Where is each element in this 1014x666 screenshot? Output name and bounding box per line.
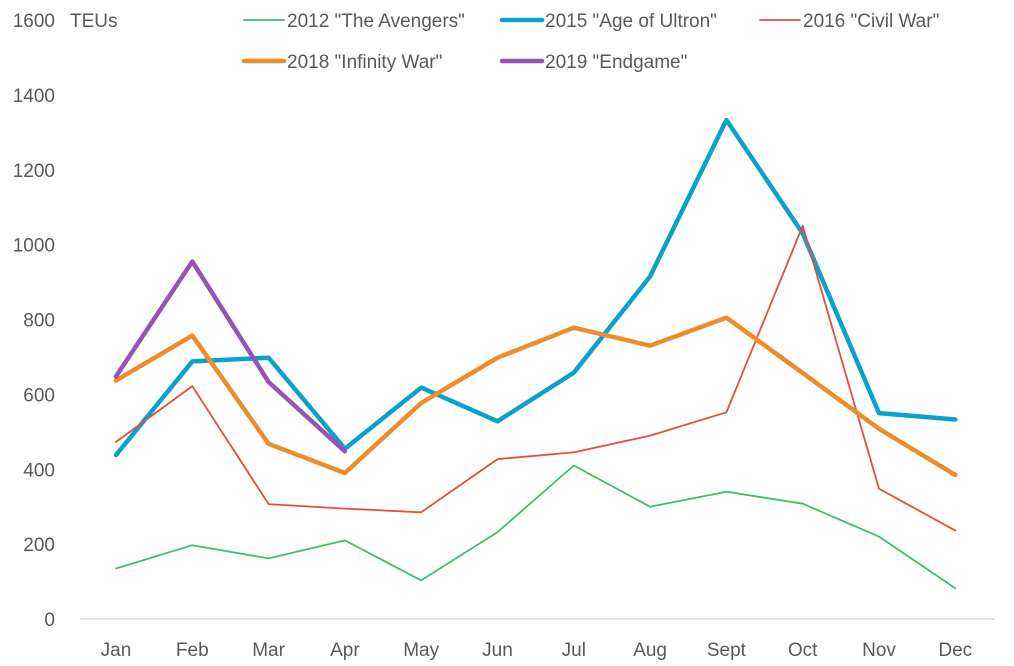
y-tick-label: 0 [44,610,55,631]
x-tick-label: Feb [176,640,209,661]
x-tick-label: Aug [633,640,667,661]
legend-label: 2016 "Civil War" [803,11,939,32]
y-axis-ticks: 0 200 400 600 800 1000 1200 1400 1600 [13,11,55,631]
x-tick-label: Mar [252,640,285,661]
x-tick-label: Dec [938,640,972,661]
x-tick-label: Oct [788,640,818,661]
x-tick-label: Sept [707,640,747,661]
y-axis-unit-label: TEUs [70,11,118,32]
y-tick-label: 200 [23,535,55,556]
y-tick-label: 600 [23,385,55,406]
legend-label: 2018 "Infinity War" [287,52,442,73]
series-line-3 [113,315,958,478]
series-line-4 [113,259,348,454]
x-tick-label: Jun [482,640,513,661]
legend-label: 2015 "Age of Ultron" [545,11,717,32]
x-tick-label: May [403,640,439,661]
y-tick-label: 800 [23,311,55,332]
series-line-0 [115,464,957,590]
y-tick-label: 1000 [13,236,55,257]
series-line-2 [115,224,957,532]
y-tick-label: 1600 [13,11,55,32]
x-tick-label: Jul [562,640,586,661]
x-axis-ticks: Jan Feb Mar Apr May Jun Jul Aug Sept Oct Nov Dec [101,640,973,661]
y-tick-label: 400 [23,460,55,481]
legend-label: 2012 "The Avengers" [287,11,465,32]
legend-label: 2019 "Endgame" [545,52,687,73]
legend: 2012 "The Avengers" 2015 "Age of Ultron" 2… [241,11,939,73]
x-tick-label: Apr [330,640,360,661]
y-tick-label: 1400 [13,86,55,107]
x-tick-label: Nov [862,640,896,661]
series-lines [113,117,958,590]
y-tick-label: 1200 [13,161,55,182]
x-tick-label: Jan [101,640,132,661]
